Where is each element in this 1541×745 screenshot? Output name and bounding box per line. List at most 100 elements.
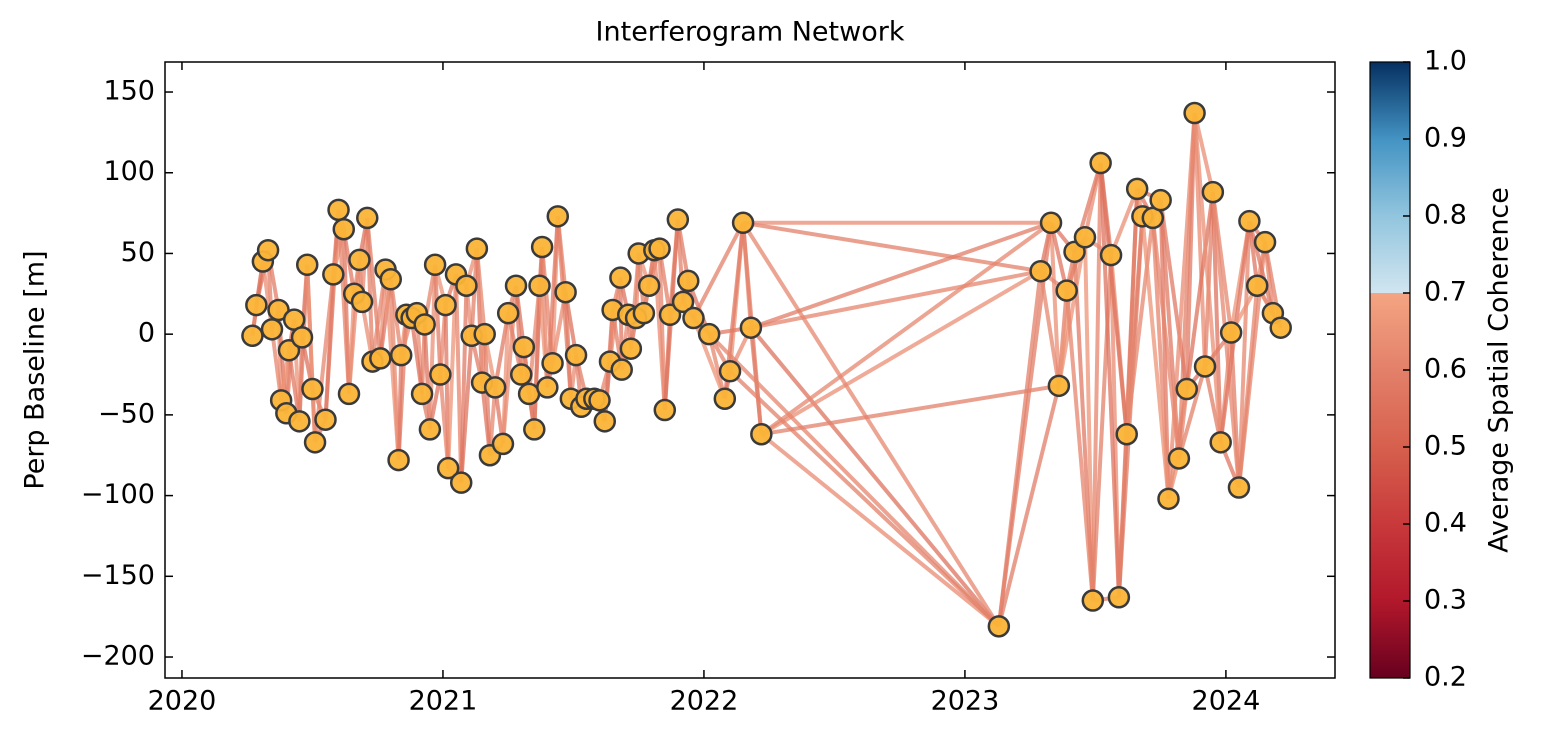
acquisition	[260, 318, 284, 341]
acquisition	[677, 269, 700, 293]
acquisition	[509, 363, 533, 386]
edge	[270, 329, 284, 401]
acquisition	[465, 237, 489, 260]
acquisition	[1219, 321, 1243, 344]
acquisition	[666, 208, 690, 231]
acquisition	[517, 382, 541, 406]
acquisition	[632, 301, 656, 325]
colorbar-tick-label: 0.4	[1424, 508, 1467, 539]
acquisition	[429, 363, 452, 386]
colorbar-tick-label: 0.9	[1424, 123, 1467, 154]
acquisition	[1209, 431, 1232, 454]
acquisition	[256, 238, 280, 262]
acquisition	[1089, 151, 1112, 175]
colorbar-tick-label: 0.3	[1424, 585, 1467, 616]
edge	[1158, 199, 1189, 390]
acquisition	[987, 615, 1011, 638]
acquisition	[1238, 209, 1261, 233]
edge	[1098, 162, 1129, 435]
edge	[749, 326, 1001, 628]
colorbar-tick-label: 0.5	[1424, 431, 1467, 462]
acquisition	[369, 347, 392, 370]
acquisition	[554, 280, 577, 304]
colorbar-label: Average Spatial Coherence	[1484, 187, 1515, 553]
acquisition	[610, 358, 633, 381]
colorbar-tick-label: 0.8	[1424, 200, 1467, 231]
edge	[691, 221, 745, 319]
edge	[1049, 222, 1069, 292]
acquisition	[434, 293, 457, 317]
edge	[1236, 221, 1252, 488]
acquisition	[1149, 188, 1172, 212]
edge	[555, 216, 573, 399]
acquisition	[301, 377, 324, 401]
acquisition	[739, 316, 763, 339]
acquisition	[449, 471, 473, 494]
edge	[1140, 216, 1171, 500]
edge	[433, 264, 443, 375]
colorbar-tick-label: 0.7	[1424, 277, 1467, 308]
acquisition	[295, 253, 319, 277]
acquisition	[1099, 243, 1123, 267]
acquisition	[619, 337, 643, 360]
edge	[487, 387, 498, 456]
acquisition	[541, 351, 564, 375]
acquisition	[241, 324, 264, 348]
y-tick-label: 100	[103, 156, 155, 187]
y-tick-label: −200	[81, 641, 155, 672]
nodes	[241, 101, 1292, 638]
acquisition	[588, 389, 611, 412]
acquisition	[713, 387, 737, 410]
acquisition	[609, 266, 632, 289]
edge	[1177, 365, 1207, 460]
edge	[728, 369, 1001, 628]
edge	[323, 209, 341, 420]
y-tick-label: −100	[81, 479, 155, 510]
colorbar-tick-label: 0.2	[1424, 662, 1467, 693]
acquisition	[1107, 586, 1131, 609]
edge	[1184, 191, 1215, 390]
edge	[409, 317, 425, 395]
acquisition	[653, 398, 677, 422]
acquisition	[718, 360, 742, 383]
acquisition	[314, 408, 337, 431]
y-tick-label: 150	[103, 76, 155, 107]
acquisition	[1253, 230, 1277, 254]
edge	[1090, 163, 1103, 601]
acquisition	[290, 326, 314, 349]
colorbar-tick-label: 0.6	[1424, 354, 1467, 385]
acquisition	[530, 235, 554, 259]
edge	[760, 432, 1001, 628]
edge	[427, 264, 438, 430]
edge	[1064, 290, 1095, 601]
acquisition	[528, 274, 551, 297]
acquisition	[536, 376, 559, 399]
acquisition	[1073, 226, 1097, 249]
acquisition	[564, 343, 588, 367]
y-tick-label: −50	[98, 398, 155, 429]
acquisition	[245, 293, 268, 317]
acquisition	[637, 274, 661, 297]
acquisition	[332, 217, 356, 241]
y-tick-label: −150	[81, 560, 155, 591]
acquisition	[1157, 487, 1180, 511]
edge	[347, 259, 362, 395]
edge	[1049, 222, 1061, 386]
acquisition	[1193, 355, 1217, 378]
edge	[1038, 270, 1061, 387]
x-tick-label: 2024	[1192, 686, 1261, 717]
acquisition	[1175, 377, 1199, 401]
edge	[383, 269, 401, 461]
acquisition	[436, 456, 460, 480]
y-tick-label: 0	[138, 318, 155, 349]
acquisition	[348, 248, 371, 272]
acquisition	[473, 322, 496, 346]
acquisition	[418, 418, 442, 441]
edge	[996, 385, 1061, 627]
acquisition	[593, 410, 617, 433]
acquisition	[1125, 177, 1149, 201]
edge	[741, 221, 1001, 628]
acquisition	[491, 432, 515, 456]
acquisition	[277, 339, 301, 362]
